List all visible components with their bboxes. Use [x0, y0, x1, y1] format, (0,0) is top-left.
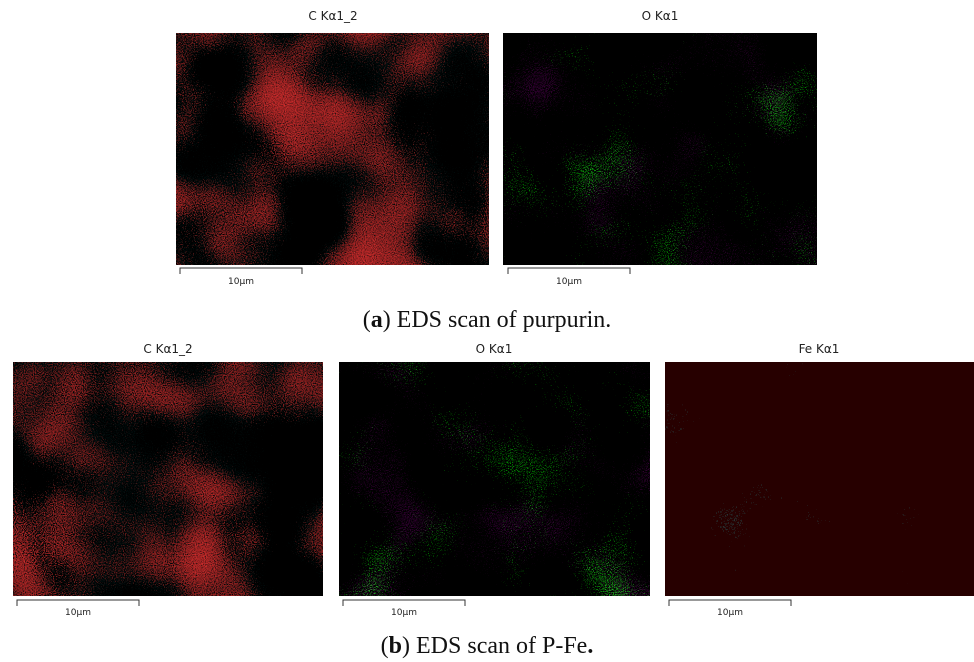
scale-label: 10µm [228, 277, 254, 287]
eds-map-texture [13, 362, 323, 596]
caption-part: ( [363, 307, 371, 333]
map-title: C Kα1_2 [308, 9, 357, 23]
scale-label: 10µm [391, 608, 417, 618]
scale-bar [342, 599, 466, 606]
caption-part: . [587, 633, 593, 659]
map-title: C Kα1_2 [143, 342, 192, 356]
caption-part: ) EDS scan of purpurin. [383, 307, 612, 333]
caption-part: a [371, 307, 383, 333]
caption-part: ( [381, 633, 389, 659]
map-title: Fe Kα1 [799, 342, 840, 356]
scale-bar [507, 267, 631, 274]
scale-label: 10µm [717, 608, 743, 618]
eds-map-texture [503, 33, 817, 265]
scale-label: 10µm [65, 608, 91, 618]
scale-bar [179, 267, 303, 274]
scale-label: 10µm [556, 277, 582, 287]
caption-part: ) EDS scan of P-Fe [402, 633, 587, 659]
caption: (a) EDS scan of purpurin. [363, 307, 612, 333]
map-title: O Kα1 [642, 9, 679, 23]
scale-bar [668, 599, 792, 606]
map-title: O Kα1 [476, 342, 513, 356]
eds-map-texture [665, 362, 974, 596]
scale-bar [16, 599, 140, 606]
eds-map-texture [176, 33, 489, 265]
eds-map-texture [339, 362, 650, 596]
caption-part: b [389, 633, 402, 659]
caption: (b) EDS scan of P-Fe. [381, 633, 594, 659]
